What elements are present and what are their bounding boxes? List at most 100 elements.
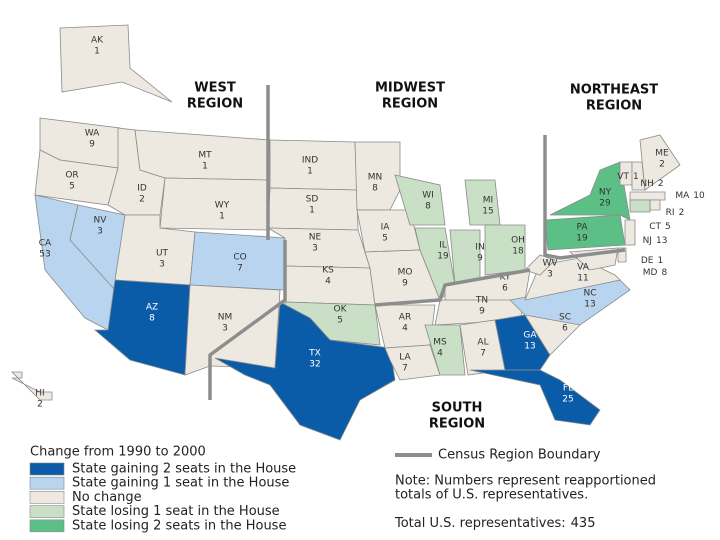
state-abbr: MS	[433, 338, 447, 348]
region-label: NORTHEAST	[570, 83, 658, 98]
state-shape	[59, 24, 173, 103]
state-abbr: OR	[65, 171, 78, 181]
state-seats: 1	[309, 206, 315, 216]
state-abbr: IND	[302, 156, 318, 166]
state-abbr: MA	[675, 191, 690, 201]
state-abbr: NH	[640, 179, 654, 189]
legend-swatch	[29, 476, 65, 490]
state-seats: 4	[402, 324, 408, 334]
state-label: NH 2	[640, 179, 663, 189]
state-seats: 2	[139, 195, 145, 205]
region-label: MIDWEST	[375, 81, 445, 96]
state-abbr: NY	[599, 188, 612, 198]
state-abbr: TN	[475, 296, 488, 306]
region-boundaries	[208, 85, 626, 400]
state-abbr: SC	[559, 313, 571, 323]
state-seats: 3	[97, 227, 103, 237]
region-boundary	[208, 240, 287, 400]
state-seats: 11	[577, 274, 588, 284]
state-label: MD 8	[643, 268, 668, 278]
state-abbr: NC	[583, 289, 596, 299]
state-seats: 5	[337, 316, 343, 326]
state-seats: 3	[547, 270, 553, 280]
state-abbr: FL	[563, 384, 573, 394]
state-abbr: WI	[422, 191, 434, 201]
region-label: WEST	[194, 81, 236, 96]
state-seats: 19	[437, 252, 449, 262]
state-seats: 7	[480, 349, 486, 359]
state-shape	[649, 199, 661, 211]
note: totals of U.S. representatives.	[395, 488, 588, 503]
legend-title: Change from 1990 to 2000	[30, 445, 206, 460]
state-seats: 3	[159, 260, 165, 270]
state-abbr: DE	[641, 256, 654, 266]
state-abbr: IA	[381, 223, 391, 233]
state-abbr: MI	[483, 196, 493, 206]
state-seats: 19	[576, 234, 588, 244]
state-seats: 5	[382, 234, 388, 244]
state-seats: 13	[584, 300, 595, 310]
state-seats: 6	[502, 284, 508, 294]
state-label: NJ 13	[643, 236, 668, 246]
legend-label: State gaining 2 seats in the House	[72, 462, 296, 477]
state-seats: 32	[309, 360, 320, 370]
state-label: VT 1	[617, 172, 638, 182]
state-abbr: VA	[577, 263, 590, 273]
state-seats: 8	[661, 268, 667, 278]
state-seats: 18	[512, 247, 524, 257]
total-value: 435	[571, 516, 596, 531]
state-seats: 25	[562, 395, 573, 405]
state-seats: 5	[69, 182, 75, 192]
state-abbr: SD	[306, 195, 319, 205]
region-label: SOUTH	[432, 401, 483, 416]
region-label: REGION	[429, 417, 485, 432]
legend-swatch	[29, 491, 65, 504]
state-abbr: ME	[655, 149, 669, 159]
state-seats: 10	[693, 191, 705, 201]
legend-label: State losing 1 seat in the House	[72, 504, 280, 519]
region-label: REGION	[382, 97, 438, 112]
state-abbr: KS	[322, 266, 334, 276]
state-abbr: ID	[137, 184, 147, 194]
state-shape	[394, 174, 446, 226]
state-shape	[11, 371, 53, 401]
state-abbr: AK	[91, 36, 104, 46]
state-seats: 9	[402, 279, 408, 289]
state-seats: 1	[633, 172, 639, 182]
state-seats: 8	[372, 184, 378, 194]
state-abbr: PA	[576, 223, 588, 233]
state-shape	[544, 214, 626, 251]
state-seats: 7	[237, 264, 243, 274]
state-seats: 4	[325, 277, 331, 287]
state-seats: 15	[482, 207, 493, 217]
state-abbr: RI	[666, 208, 675, 218]
state-seats: 8	[425, 202, 431, 212]
state-seats: 8	[149, 314, 155, 324]
state-seats: 13	[656, 236, 667, 246]
state-abbr: LA	[399, 353, 411, 363]
state-seats: 2	[37, 400, 43, 410]
state-abbr: NJ	[643, 236, 652, 246]
state-abbr: MT	[198, 151, 212, 161]
state-seats: 2	[679, 208, 685, 218]
state-abbr: GA	[523, 331, 537, 341]
state-abbr: MO	[398, 268, 413, 278]
region-boundary	[374, 268, 531, 307]
region-label: REGION	[586, 99, 642, 114]
state-abbr: MN	[368, 173, 383, 183]
state-shape	[629, 191, 666, 201]
state-seats: 3	[312, 244, 318, 254]
state-seats: 4	[437, 349, 443, 359]
state-seats: 9	[477, 254, 483, 264]
state-abbr: NM	[218, 313, 233, 323]
states	[11, 24, 681, 441]
region-label: REGION	[187, 97, 243, 112]
state-seats: 13	[524, 342, 535, 352]
state-seats: 7	[402, 364, 408, 374]
state-shape	[494, 314, 551, 371]
state-shape	[424, 324, 466, 376]
state-shape	[354, 141, 401, 211]
